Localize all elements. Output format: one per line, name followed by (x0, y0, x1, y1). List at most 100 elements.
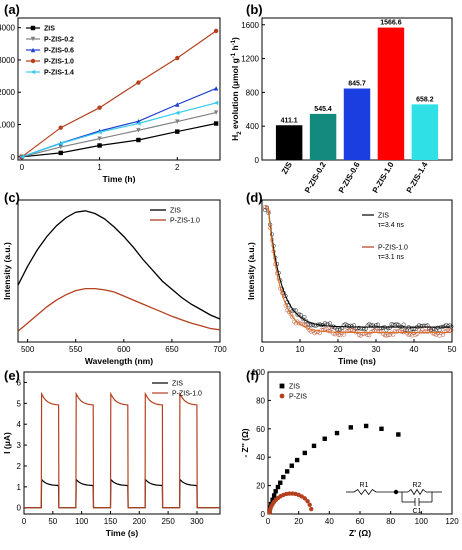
data-point (175, 55, 180, 61)
x-tick-label: 650 (165, 345, 179, 354)
data-point (396, 432, 401, 437)
panel-label-f: (f) (246, 368, 259, 383)
data-point (329, 326, 334, 331)
x-tick-label: 150 (104, 517, 118, 526)
data-point (442, 329, 447, 334)
y-tick-label: 0 (255, 156, 260, 165)
y-tick-label: 400 (246, 122, 260, 131)
data-point (58, 141, 63, 146)
data-point (278, 480, 283, 485)
data-point (175, 119, 180, 124)
data-point (283, 293, 288, 299)
bar-value-label: 1566.6 (380, 20, 402, 27)
legend-label: ZIS (44, 26, 55, 33)
fit-line (267, 206, 451, 328)
x-axis-label: Z' (Ω) (349, 528, 371, 538)
data-point (305, 499, 310, 504)
legend-label: ZIS (170, 208, 181, 215)
y-tick-label: 20 (256, 482, 265, 491)
panel-label-c: (c) (4, 190, 20, 205)
data-point (287, 491, 292, 496)
legend-label: P-ZIS-1.4 (44, 70, 74, 77)
data-point (97, 143, 102, 148)
resistor (407, 488, 427, 496)
bar-value-label: 545.4 (314, 106, 332, 113)
x-tick-label: 60 (356, 517, 365, 526)
circuit-label-c1: C1 (413, 508, 422, 515)
x-tick-label: 2 (175, 163, 180, 172)
panel-c: (c) 500 550 600 650 700 Wavelength (nm) Intensi… (2, 190, 227, 366)
y-tick-label: 3 (17, 441, 22, 450)
data-point (136, 128, 141, 133)
data-point (58, 150, 63, 156)
data-point (58, 144, 63, 150)
bar (411, 104, 439, 160)
data-point (302, 496, 307, 501)
x-tick-label: 1 (97, 163, 102, 172)
x-tick-label: 50 (448, 345, 457, 354)
data-point (275, 484, 281, 490)
data-point (326, 328, 331, 333)
panel-f: (f) 0 20 40 60 80 100 120 0 20 40 60 80 100 Z' (Ω) - Z'… (240, 368, 459, 538)
data-point (309, 506, 314, 512)
data-point (322, 436, 327, 441)
x-tick-label: 0 (20, 163, 25, 172)
x-tick-label: 30 (372, 345, 381, 354)
y-tick-label: 0 (261, 510, 266, 519)
legend-label: P-ZIS (289, 394, 307, 401)
series-line-ZIS (24, 478, 220, 509)
data-point (367, 333, 372, 338)
circuit-label-r1: R1 (360, 482, 369, 489)
legend-label: ZIS (289, 384, 300, 391)
panel-label-e: (e) (4, 368, 20, 383)
legend-marker (30, 58, 36, 64)
bar-value-label: 411.1 (281, 117, 298, 124)
x-tick-label: 700 (213, 345, 227, 354)
data-point (357, 333, 362, 338)
data-point (336, 327, 341, 332)
x-axis-label: Time (ns) (338, 356, 376, 366)
data-point (136, 80, 141, 85)
data-point (273, 489, 278, 494)
data-point (449, 328, 454, 333)
data-point (213, 86, 219, 91)
data-point (304, 322, 309, 327)
legend-label: P-ZIS-0.6 (44, 48, 74, 55)
y-tick-label: 0 (11, 153, 16, 162)
legend-marker (279, 393, 285, 399)
data-point (386, 332, 391, 337)
panel-b: (b) 0 400 800 1200 1600 H2 evolution (μmol g-1… (230, 2, 453, 195)
series-line-P-ZIS-1.0 (24, 391, 220, 509)
series-line-ZIS (17, 210, 221, 320)
legend-marker (30, 47, 36, 53)
y-tick-label: 4000 (0, 24, 16, 33)
data-point (213, 100, 219, 106)
data-point (401, 322, 406, 327)
plot-frame-a (17, 17, 221, 161)
legend-marker (30, 36, 36, 42)
y-axis-label: I (μA) (2, 432, 12, 454)
legend-label: P-ZIS-1.0 (172, 391, 202, 398)
data-point (311, 443, 317, 449)
y-tick-label: 80 (256, 396, 265, 405)
data-point (284, 469, 290, 474)
data-point (136, 137, 141, 143)
category-label: P-ZIS-0.2 (303, 160, 328, 195)
data-point (298, 312, 303, 318)
y-tick-label: 800 (246, 88, 260, 97)
x-tick-label: 0 (22, 517, 27, 526)
x-tick-label: 0 (260, 345, 265, 354)
data-point (213, 110, 219, 115)
data-point (345, 329, 350, 334)
data-point (302, 450, 307, 456)
data-point (136, 121, 141, 126)
data-point (355, 329, 360, 334)
data-point (327, 321, 333, 326)
data-point (375, 322, 380, 327)
y-tick-label: 1600 (241, 21, 259, 30)
y-tick-label: 4 (17, 420, 22, 429)
legend-marker (30, 69, 36, 75)
